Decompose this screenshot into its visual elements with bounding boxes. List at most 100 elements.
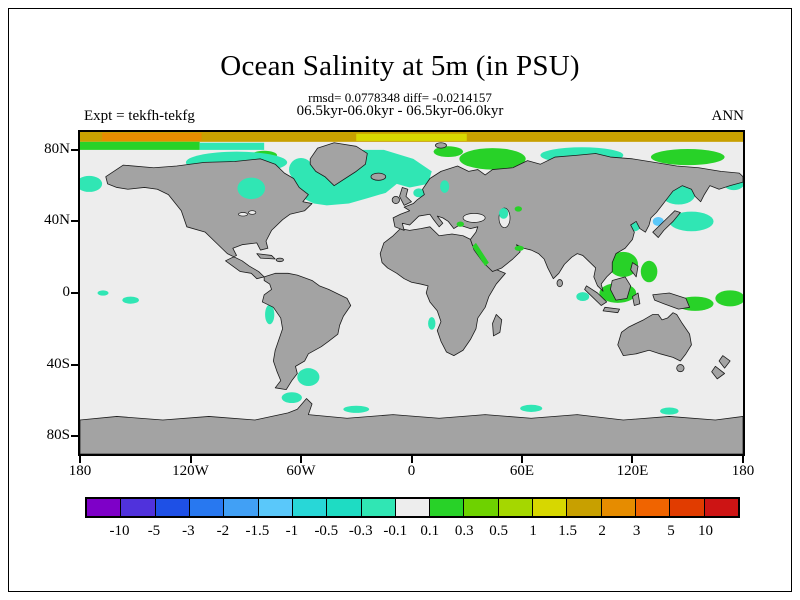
colorbar-tick-label: -1.5 [245, 523, 270, 539]
colorbar-tick-label: 0.5 [489, 523, 509, 539]
sulawesi [633, 293, 640, 306]
colorbar-tick-label: 2 [598, 523, 606, 539]
hispaniola [276, 258, 283, 262]
anomaly-patch [281, 392, 302, 404]
anomaly-patch [297, 368, 320, 387]
lon-tick-mark [742, 455, 744, 463]
colorbar-tick-label: 0.1 [420, 523, 440, 539]
anomaly-patch [472, 242, 489, 267]
colorbar-tick-label: -2 [216, 523, 230, 539]
lon-tick-label: 120E [616, 463, 649, 479]
colorbar-tick-label: 1.5 [558, 523, 577, 539]
anomaly-patch [608, 251, 639, 277]
iceland [371, 173, 386, 180]
great-lake-west [238, 213, 247, 217]
colorbar-cell [429, 499, 464, 516]
lat-tick-label: 80S [46, 427, 70, 444]
lat-tick-label: 80N [44, 141, 70, 158]
anomaly-patch [456, 221, 464, 227]
anomaly-patch [199, 142, 265, 150]
anomaly-patch [440, 180, 450, 193]
colorbar-tick-label: -0.3 [348, 523, 373, 539]
lon-tick-label: 180 [731, 463, 755, 479]
anomaly-patch [669, 211, 714, 232]
colorbar-tick-label: 3 [632, 523, 641, 539]
anomaly-patch [80, 141, 200, 150]
anomaly-patch [520, 404, 543, 412]
greenland [310, 143, 367, 186]
season-label: ANN [711, 108, 745, 124]
anomaly-patch [514, 206, 522, 212]
colorbar-tick-label: -0.1 [383, 523, 408, 539]
stats-line: rmsd= 0.0778348 diff= -0.0214157 [308, 90, 492, 105]
colorbar-cell [394, 499, 430, 516]
lat-tick-mark [71, 363, 79, 366]
anomaly-patch [237, 177, 266, 200]
new-zealand-south [712, 366, 725, 379]
colorbar-cell [532, 499, 567, 516]
japan [653, 211, 681, 238]
anomaly-patch [80, 175, 103, 192]
lon-tick-label: 120W [172, 463, 209, 479]
new-zealand-north [719, 356, 730, 369]
anomaly-patch [265, 304, 275, 325]
colorbar-tick-label: -5 [147, 523, 161, 539]
colorbar-cell [326, 499, 361, 516]
sri-lanka [557, 280, 563, 287]
anomaly-patch [122, 296, 139, 304]
lat-tick-mark [71, 220, 79, 223]
anomaly-patch [498, 208, 509, 219]
africa [380, 227, 505, 356]
colorbar-cell [188, 499, 224, 516]
colorbar-cell [703, 499, 738, 516]
colorbar-cell [120, 499, 155, 516]
colorbar-tick-label: 5 [667, 523, 675, 539]
colorbar [85, 497, 740, 518]
lon-tick-mark [521, 455, 524, 463]
colorbar-cell [87, 499, 121, 516]
anomaly-patch [343, 405, 370, 413]
anomaly-patch [433, 146, 464, 158]
australia [618, 313, 692, 361]
lat-tick-label: 40S [46, 355, 70, 372]
philippines [631, 263, 638, 277]
colorbar-tick-label: -10 [109, 523, 130, 539]
colorbar-cell [497, 499, 533, 516]
ireland [392, 196, 399, 203]
lat-tick-mark [71, 292, 79, 294]
anomaly-patch [459, 148, 526, 170]
colorbar-cell [257, 499, 292, 516]
colorbar-cell [566, 499, 601, 516]
lon-tick-mark [410, 455, 413, 463]
colorbar-cell [635, 499, 670, 516]
lon-tick-label: 0 [407, 463, 416, 479]
colorbar-tick-label: 10 [698, 523, 714, 539]
lon-tick-label: 60E [509, 463, 535, 479]
tasmania [677, 365, 684, 372]
colorbar-labels: -10 -5 -3 -2 -1.5 -1 -0.5 -0.3 -0.1 0.1 0.3 0.5 1 1.5… [85, 523, 740, 541]
anomaly-patch [514, 245, 524, 251]
madagascar [493, 314, 502, 335]
world-map [80, 132, 743, 454]
svalbard [435, 143, 446, 148]
lon-tick-label: 180 [68, 463, 92, 479]
period-line: 06.5kyr-06.0kyr - 06.5kyr-06.0kyr [296, 103, 504, 119]
lon-tick-label: 60W [286, 463, 316, 479]
lon-tick-mark [299, 455, 302, 463]
colorbar-cell [463, 499, 498, 516]
anomaly-patch [640, 260, 658, 283]
great-lake-east [249, 211, 256, 215]
inland-sea-anomaly-layer [237, 177, 524, 267]
anomaly-patch [102, 132, 202, 141]
colorbar-cell [154, 499, 189, 516]
borneo [610, 277, 630, 300]
anomaly-patch [289, 157, 313, 182]
experiment-label: Expt = tekfh-tekfg [84, 108, 195, 124]
anomaly-patch [660, 407, 679, 415]
colorbar-tick-label: -1 [285, 523, 299, 539]
anomaly-patch [576, 292, 590, 302]
anomaly-patch [650, 148, 725, 166]
sumatra [585, 286, 607, 306]
antarctica [80, 399, 743, 454]
anomaly-patch [413, 188, 425, 198]
